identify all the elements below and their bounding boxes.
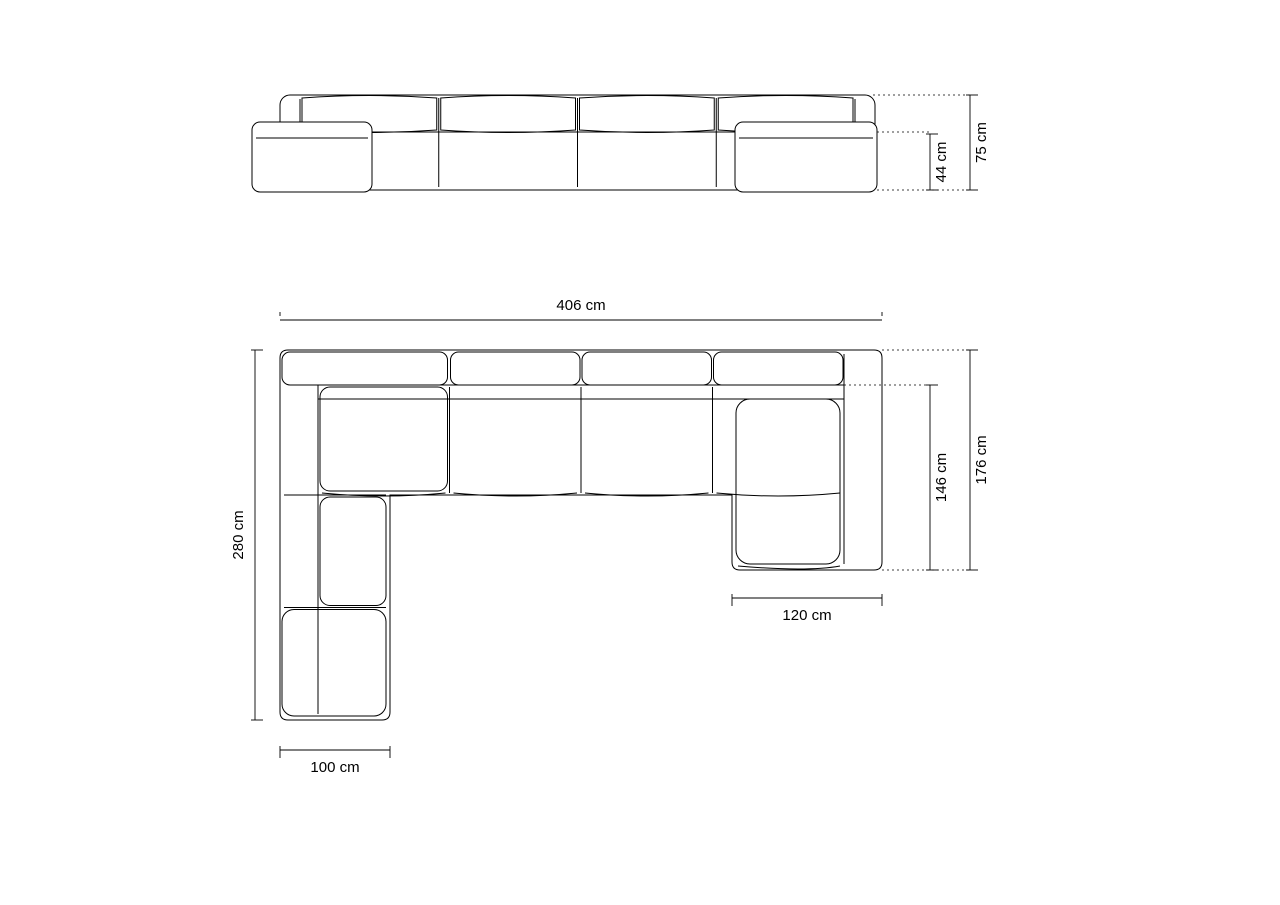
top-view [280, 350, 882, 720]
dim-label: 280 cm [230, 510, 247, 559]
dim-label: 176 cm [973, 435, 990, 484]
dim-label: 44 cm [933, 142, 950, 183]
dim-label: 75 cm [973, 122, 990, 163]
front-view [252, 95, 877, 192]
dim-label: 100 cm [310, 759, 359, 776]
dim-label: 146 cm [933, 453, 950, 502]
dim-label: 406 cm [556, 297, 605, 314]
dim-label: 120 cm [782, 607, 831, 624]
